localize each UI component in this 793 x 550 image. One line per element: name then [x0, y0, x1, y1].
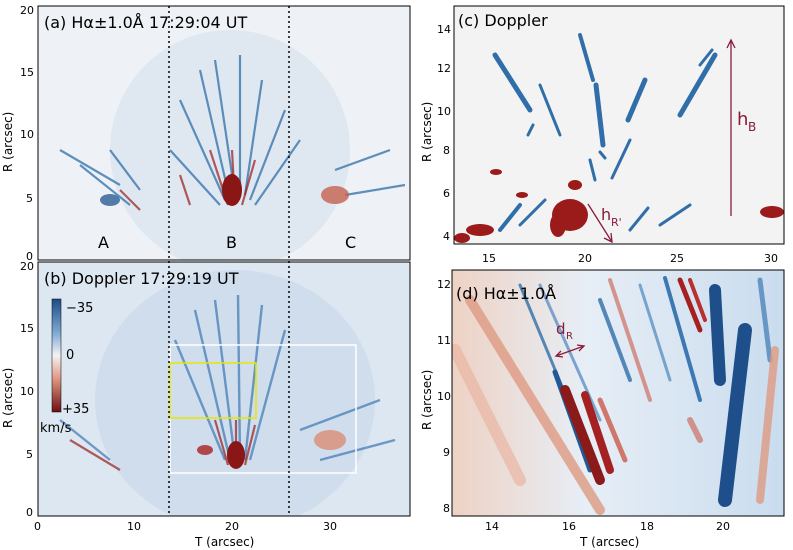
- panel-a-title: (a) Hα±1.0Å 17:29:04 UT: [44, 13, 247, 32]
- b-ytick-15: 15: [20, 322, 34, 335]
- d-ytick-12: 12: [437, 278, 451, 291]
- d-ytick-10: 10: [437, 390, 451, 403]
- hR-arrow: [587, 203, 613, 243]
- d-xtick-20: 20: [716, 520, 730, 533]
- panel-d-title: (d) Hα±1.0Å: [456, 284, 556, 303]
- panel-c-image: [454, 6, 784, 244]
- panel-c-features: [454, 33, 784, 243]
- dR-arrowhead-right: [576, 344, 586, 352]
- d-xlabel: T (arcsec): [579, 535, 639, 549]
- dR-arrowhead-left: [554, 350, 564, 358]
- c-ytick-14: 14: [437, 23, 451, 36]
- d-ytick-11: 11: [437, 334, 451, 347]
- left-xlabel: T (arcsec): [194, 535, 254, 549]
- d-ytick-8: 8: [443, 502, 450, 515]
- colorbar-top-label: −35: [66, 301, 93, 316]
- region-label-a: A: [98, 233, 109, 252]
- hR-label: h: [601, 205, 611, 224]
- d-ylabel: R (arcsec): [420, 370, 434, 430]
- xtick-30: 30: [323, 520, 337, 533]
- d-ytick-9: 9: [443, 446, 450, 459]
- c-ytick-12: 12: [437, 62, 451, 75]
- hB-subscript: B: [748, 120, 756, 134]
- c-xtick-20: 20: [578, 252, 592, 265]
- panel-c-title: (c) Doppler: [458, 11, 548, 30]
- panel-d-axes: 8 9 10 11 12 14 16 18 20 T (arcsec) R (a…: [420, 278, 730, 549]
- panel-c-axes: 4 6 8 10 12 14 15 20 25 30 R (arcsec): [420, 23, 778, 265]
- c-xtick-30: 30: [764, 252, 778, 265]
- xtick-0: 0: [34, 520, 41, 533]
- hB-label: h: [737, 109, 748, 130]
- separator-lines: [168, 6, 290, 516]
- c-ytick-8: 8: [443, 144, 450, 157]
- colorbar: [51, 298, 62, 413]
- xtick-20: 20: [225, 520, 239, 533]
- d-xtick-18: 18: [640, 520, 654, 533]
- a-ylabel: R (arcsec): [1, 112, 15, 172]
- a-ytick-15: 15: [20, 66, 34, 79]
- d-xtick-14: 14: [485, 520, 499, 533]
- panel-c: (c) Doppler h B h R' 4 6 8 10 12 14 15 2…: [420, 5, 785, 265]
- colorbar-unit: km/s: [40, 421, 72, 436]
- panel-b-title: (b) Doppler 17:29:19 UT: [44, 269, 239, 288]
- panel-d: (d) Hα±1.0Å d R 8 9 10 11 12 14 16 18 20…: [420, 269, 785, 549]
- panel-a-fibrils: [59, 30, 406, 260]
- region-label-b: B: [226, 233, 237, 252]
- colorbar-bottom-label: +35: [62, 402, 89, 417]
- c-ytick-4: 4: [443, 230, 450, 243]
- region-label-c: C: [345, 233, 356, 252]
- region-box-yellow: [169, 362, 257, 419]
- a-ytick-0: 0: [26, 250, 33, 263]
- panel-b: (b) Doppler 17:29:19 UT −35 0 +35 km/s: [37, 261, 411, 517]
- hR-subscript: R': [611, 216, 622, 229]
- b-ytick-5: 5: [26, 448, 33, 461]
- b-ytick-20: 20: [20, 260, 34, 273]
- b-ytick-0: 0: [26, 506, 33, 519]
- panel-b-fibrils: [59, 270, 396, 516]
- c-xtick-25: 25: [670, 252, 684, 265]
- dR-label: d: [556, 320, 566, 338]
- c-xtick-15: 15: [482, 252, 496, 265]
- d-xtick-16: 16: [562, 520, 576, 533]
- b-ylabel: R (arcsec): [1, 368, 15, 428]
- c-ytick-10: 10: [437, 105, 451, 118]
- c-ylabel: R (arcsec): [420, 102, 434, 162]
- a-ytick-20: 20: [20, 4, 34, 17]
- left-axes: 0 5 10 15 20 0 5 10 15 20 0 10 20 30 T (…: [1, 4, 337, 549]
- a-ytick-5: 5: [26, 192, 33, 205]
- a-ytick-10: 10: [20, 128, 34, 141]
- xtick-10: 10: [127, 520, 141, 533]
- panel-a: (a) Hα±1.0Å 17:29:04 UT A B C: [37, 5, 411, 261]
- dR-subscript: R: [566, 331, 573, 342]
- hB-arrowhead-top: [726, 38, 736, 49]
- panel-d-fibrils: [452, 276, 779, 515]
- colorbar-mid-label: 0: [66, 348, 74, 363]
- b-ytick-10: 10: [20, 385, 34, 398]
- dR-arrow: [555, 345, 585, 357]
- hR-arrowhead: [603, 232, 613, 244]
- c-ytick-6: 6: [443, 187, 450, 200]
